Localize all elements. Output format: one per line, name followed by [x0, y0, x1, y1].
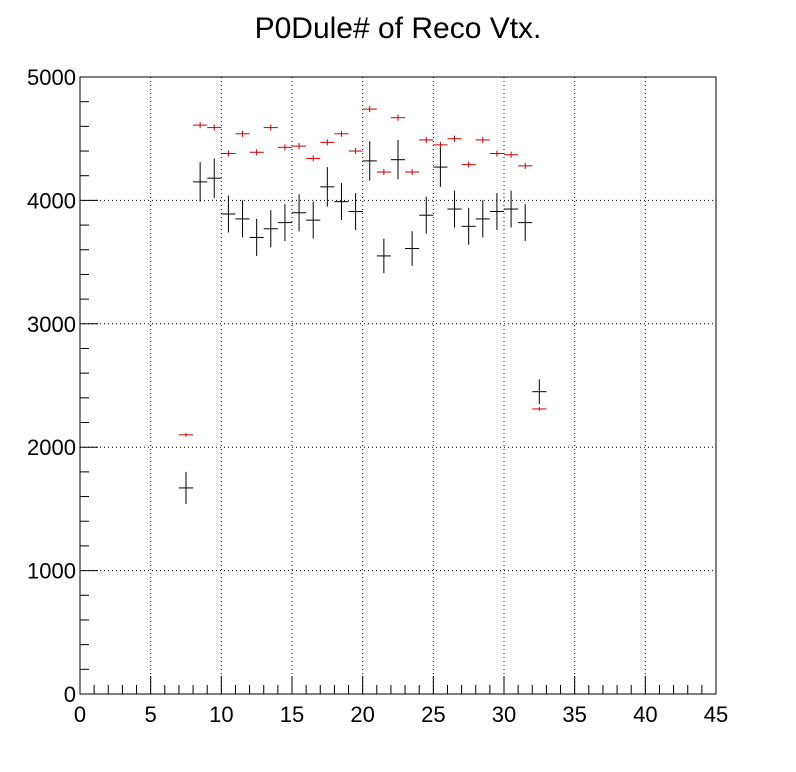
data-point: [376, 238, 391, 274]
data-point: [489, 150, 504, 157]
axis-ticks: [79, 76, 717, 695]
data-point: [292, 194, 307, 232]
x-tick-label: 20: [350, 702, 374, 727]
data-point: [433, 147, 448, 187]
data-point: [320, 167, 335, 207]
y-tick-label: 2000: [27, 435, 76, 460]
y-tick-label: 4000: [27, 188, 76, 213]
data-point: [518, 162, 533, 169]
data-point: [390, 139, 406, 180]
data-point: [320, 139, 335, 146]
data-point: [532, 379, 547, 405]
data-point: [178, 471, 194, 504]
x-tick-label: 0: [74, 702, 86, 727]
data-point: [207, 124, 222, 131]
data-points: [178, 105, 547, 504]
series-2: [178, 105, 547, 437]
y-tick-label: 1000: [27, 559, 76, 584]
data-point: [447, 135, 462, 142]
data-point: [235, 200, 250, 238]
grid-lines: [80, 77, 716, 694]
tick-labels: 0 5 10 15 20 25 30 35 40 45 0 1000 2000 3000 4000 5000: [27, 65, 728, 727]
data-point: [193, 122, 208, 129]
data-point: [249, 218, 264, 256]
data-point: [405, 168, 420, 176]
data-point: [263, 210, 278, 248]
plot-frame: [79, 76, 717, 695]
chart-title: P0Dule# of Reco Vtx.: [255, 12, 542, 45]
data-point: [348, 147, 363, 155]
data-point: [518, 204, 533, 242]
series-1: [178, 139, 547, 504]
data-point: [207, 158, 222, 198]
y-tick-label: 3000: [27, 312, 76, 337]
x-tick-label: 15: [280, 702, 304, 727]
data-point: [532, 407, 547, 411]
y-tick-label: 5000: [27, 65, 76, 90]
data-point: [390, 114, 406, 121]
data-point: [419, 196, 434, 234]
data-point: [235, 130, 250, 137]
x-tick-label: 30: [492, 702, 516, 727]
data-point: [263, 124, 278, 131]
x-tick-label: 40: [633, 702, 657, 727]
data-point: [221, 195, 236, 233]
data-point: [461, 161, 476, 168]
data-point: [292, 143, 307, 150]
x-tick-label: 10: [209, 702, 233, 727]
data-point: [334, 183, 349, 221]
data-point: [475, 136, 490, 144]
data-point: [475, 200, 490, 238]
data-point: [461, 207, 476, 245]
data-point: [348, 192, 363, 231]
data-point: [277, 204, 292, 242]
x-tick-label: 45: [704, 702, 728, 727]
data-point: [362, 105, 377, 113]
data-point: [221, 150, 236, 157]
y-tick-label: 0: [64, 682, 76, 707]
data-point: [376, 168, 391, 176]
data-point: [405, 231, 420, 266]
data-point: [433, 141, 448, 148]
x-tick-label: 25: [421, 702, 445, 727]
data-point: [306, 201, 321, 239]
data-point: [504, 190, 519, 228]
data-point: [193, 162, 208, 202]
data-point: [419, 136, 434, 144]
data-point: [178, 433, 194, 437]
data-point: [489, 192, 504, 231]
data-point: [306, 155, 321, 162]
data-point: [504, 151, 519, 158]
x-tick-label: 35: [562, 702, 586, 727]
data-point: [362, 141, 377, 181]
data-point: [277, 144, 292, 151]
data-point: [334, 130, 349, 137]
data-point: [447, 190, 462, 228]
data-point: [249, 149, 264, 156]
x-tick-label: 5: [145, 702, 157, 727]
